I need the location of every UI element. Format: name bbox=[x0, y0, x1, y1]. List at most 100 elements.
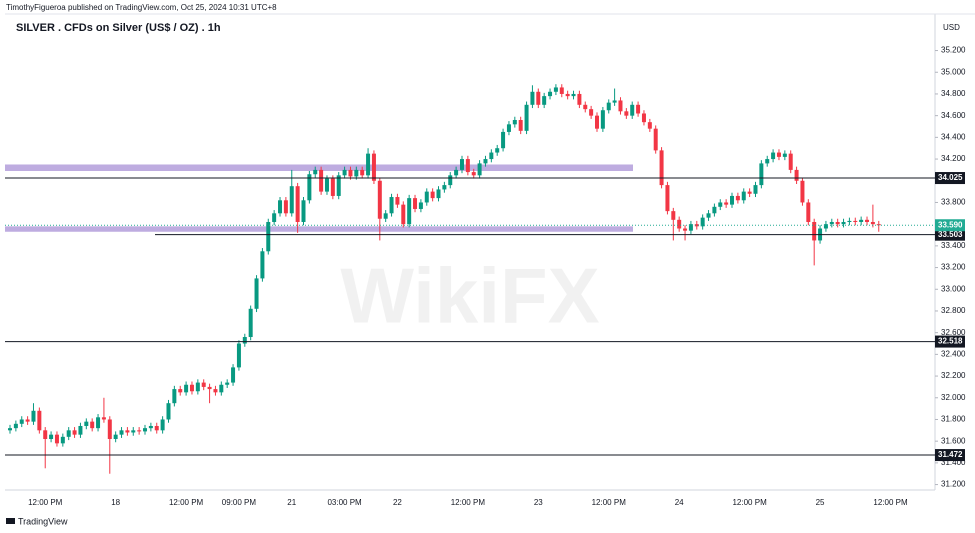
y-tick-label: 31.600 bbox=[941, 436, 966, 445]
y-tick-label: 31.800 bbox=[941, 415, 966, 424]
x-tick-label: 12:00 PM bbox=[451, 498, 486, 507]
candle-body bbox=[542, 96, 547, 105]
candle-body bbox=[454, 169, 459, 176]
candle-body bbox=[313, 169, 318, 175]
candle-body bbox=[307, 174, 312, 201]
y-tick-label: 31.400 bbox=[941, 458, 966, 467]
candle-body bbox=[96, 417, 101, 429]
candle-body bbox=[771, 152, 776, 160]
candle-body bbox=[618, 100, 623, 112]
x-tick-label: 23 bbox=[534, 498, 543, 507]
candle-body bbox=[659, 150, 664, 186]
x-tick-label: 12:00 PM bbox=[732, 498, 767, 507]
candle-body bbox=[753, 185, 758, 194]
candle-body bbox=[395, 197, 400, 205]
candle-body bbox=[13, 423, 18, 429]
candle-body bbox=[459, 159, 464, 170]
candle-body bbox=[424, 191, 429, 203]
x-tick-label: 18 bbox=[111, 498, 120, 507]
candle-body bbox=[506, 124, 511, 132]
candle-body bbox=[495, 148, 500, 153]
level-tag bbox=[935, 228, 965, 241]
candle-body bbox=[700, 217, 705, 227]
candle-body bbox=[189, 384, 194, 392]
candle-body bbox=[49, 434, 54, 440]
candle-body bbox=[113, 434, 118, 440]
x-tick-label: 22 bbox=[393, 498, 402, 507]
watermark: WikiFX bbox=[340, 252, 599, 340]
y-tick-label: 34.600 bbox=[941, 111, 966, 120]
x-tick-label: 24 bbox=[675, 498, 684, 507]
candle-body bbox=[677, 219, 682, 229]
candle-body bbox=[319, 169, 324, 192]
candle-body bbox=[759, 163, 764, 186]
candle-body bbox=[876, 224, 881, 226]
candle-body bbox=[37, 410, 42, 431]
x-tick-label: 09:00 PM bbox=[222, 498, 257, 507]
y-tick-label: 31.200 bbox=[941, 480, 966, 489]
x-tick-label: 25 bbox=[816, 498, 825, 507]
candle-body bbox=[125, 430, 130, 433]
candle-body bbox=[835, 221, 840, 225]
y-tick-label: 34.200 bbox=[941, 154, 966, 163]
x-tick-label: 12:00 PM bbox=[28, 498, 63, 507]
candle-body bbox=[595, 115, 599, 129]
candle-body bbox=[512, 119, 517, 125]
candle-body bbox=[735, 195, 740, 201]
candle-body bbox=[553, 87, 558, 92]
candle-body bbox=[442, 185, 447, 190]
candle-body bbox=[653, 128, 658, 151]
candle-body bbox=[683, 228, 688, 231]
candle-body bbox=[336, 175, 341, 196]
candle-body bbox=[823, 224, 828, 229]
last-price-tag bbox=[935, 219, 965, 232]
x-tick-label: 03:00 PM bbox=[327, 498, 362, 507]
candle-body bbox=[870, 221, 875, 225]
candle-body bbox=[60, 436, 65, 444]
candle-body bbox=[172, 389, 177, 404]
candle-body bbox=[630, 104, 635, 116]
candle-body bbox=[471, 172, 476, 176]
y-tick-label: 32.000 bbox=[941, 393, 966, 402]
candle-body bbox=[231, 367, 236, 383]
candle-body bbox=[195, 382, 200, 392]
candle-body bbox=[178, 389, 183, 393]
candle-body bbox=[78, 425, 83, 435]
y-tick-label: 32.200 bbox=[941, 371, 966, 380]
candle-body bbox=[295, 186, 300, 222]
candle-body bbox=[624, 111, 629, 116]
candle-body bbox=[841, 221, 846, 225]
candle-body bbox=[43, 430, 48, 440]
last-price-label: 33.590 bbox=[938, 220, 963, 229]
candle-body bbox=[401, 204, 406, 225]
candle-body bbox=[812, 221, 817, 241]
candle-body bbox=[137, 430, 142, 432]
candle-body bbox=[606, 102, 611, 111]
x-tick-label: 21 bbox=[287, 498, 296, 507]
candle-body bbox=[565, 93, 570, 97]
candle-body bbox=[688, 224, 693, 231]
candle-body bbox=[84, 421, 89, 426]
candle-body bbox=[865, 219, 870, 222]
candle-body bbox=[301, 200, 306, 222]
candle-body bbox=[847, 220, 852, 222]
candle-body bbox=[501, 131, 506, 149]
candle-body bbox=[389, 197, 394, 214]
candle-body bbox=[794, 169, 799, 181]
candle-body bbox=[278, 200, 283, 214]
candle-body bbox=[776, 152, 781, 157]
candle-body bbox=[448, 175, 453, 186]
candle-body bbox=[694, 224, 699, 227]
candle-body bbox=[741, 191, 746, 201]
candle-body bbox=[518, 119, 523, 131]
candle-body bbox=[31, 410, 36, 422]
candle-body bbox=[853, 220, 858, 222]
x-tick-label: 12:00 PM bbox=[592, 498, 627, 507]
candle-body bbox=[724, 202, 729, 205]
candle-body bbox=[465, 159, 470, 173]
candle-body bbox=[430, 191, 435, 199]
candle-body bbox=[383, 213, 388, 219]
candle-body bbox=[242, 337, 247, 344]
candle-body bbox=[272, 213, 277, 222]
